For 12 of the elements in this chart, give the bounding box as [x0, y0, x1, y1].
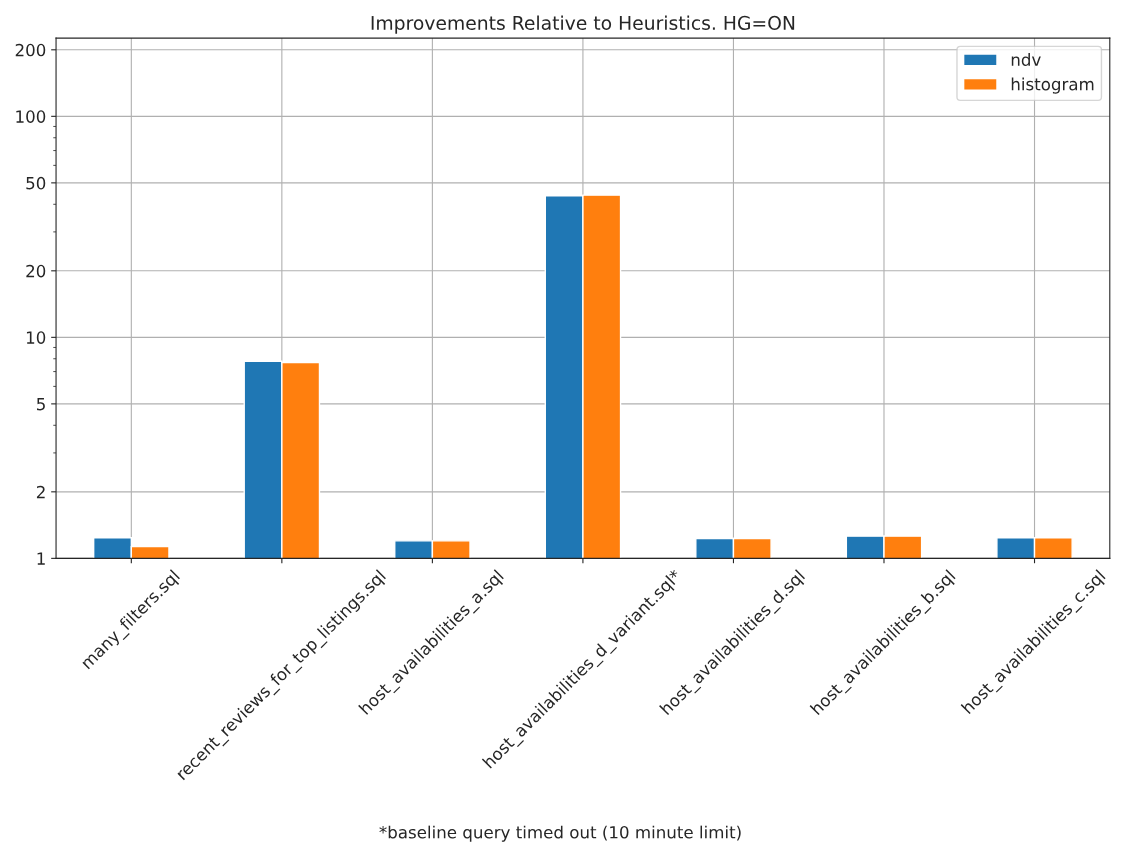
chart-title: Improvements Relative to Heuristics. HG=ON [371, 15, 795, 34]
y-tick-label: 10 [26, 331, 46, 344]
y-tick-label: 20 [26, 264, 46, 278]
y-tick-label: 1 [37, 552, 45, 565]
y-tick-label: 100 [16, 110, 46, 123]
y-tick-label: 5 [37, 398, 45, 411]
y-tick-label: 2 [36, 485, 45, 499]
y-tick-label: 200 [15, 43, 46, 57]
legend-label: histogram [1011, 77, 1094, 94]
y-tick-label: 50 [26, 176, 46, 190]
text: *baseline query timed out (10 minute limit) [379, 825, 741, 842]
legend-label: ndv [1011, 53, 1041, 66]
